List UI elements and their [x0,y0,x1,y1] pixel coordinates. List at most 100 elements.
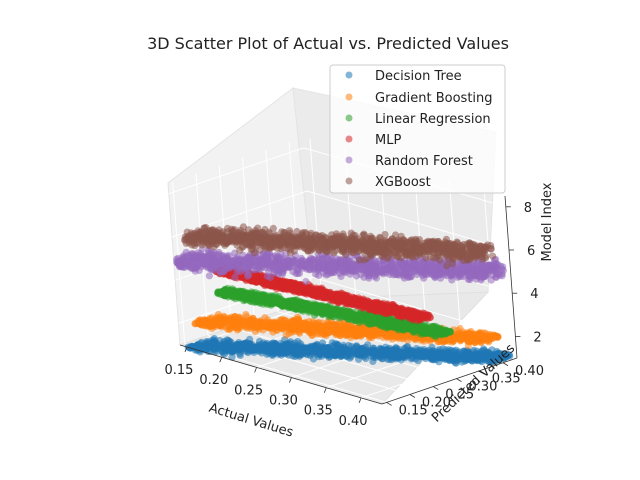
data-point [492,355,500,363]
data-point [302,320,310,328]
data-point [231,312,239,321]
data-point [477,331,485,339]
data-point [316,324,325,333]
data-point [239,287,247,295]
data-point [387,353,395,362]
data-point [498,353,507,361]
data-point [370,303,378,311]
data-points [173,223,514,367]
data-point [372,349,380,357]
data-point [310,305,318,313]
data-point [397,356,405,364]
data-point [247,288,256,296]
grid-line [306,190,510,251]
data-point [400,350,409,358]
data-point [391,306,399,314]
data-point [393,350,401,359]
data-point [463,329,471,337]
data-point [258,341,266,349]
data-point [359,295,367,303]
data-point [388,346,396,354]
data-point [225,337,233,345]
data-point [364,341,372,349]
data-point [236,344,244,353]
data-point [420,346,428,354]
data-point [444,355,452,363]
data-point [318,352,326,360]
grid-line [171,190,308,238]
data-point [202,316,210,325]
data-point [327,307,335,315]
data-point [339,341,347,349]
data-point [273,320,281,328]
grid-line [168,147,304,195]
data-point [255,346,263,355]
data-point [345,349,353,357]
data-point [278,345,286,353]
data-point [216,319,224,327]
data-point [319,291,327,299]
data-point [350,310,358,318]
data-point [225,291,233,299]
data-point [334,349,343,357]
data-point [419,309,427,317]
data-point [218,289,226,297]
data-point [465,351,473,359]
data-point [412,351,420,359]
data-point [253,292,262,300]
data-point [472,355,480,363]
grid-line [313,276,516,337]
data-point [245,343,254,351]
data-point [414,326,422,334]
data-point [370,318,378,326]
data-point [426,313,434,322]
data-point [315,271,323,280]
data-point [439,338,447,346]
data-point [404,342,412,351]
data-point [422,355,430,363]
data-point [490,331,498,340]
data-point [272,342,280,350]
data-point [291,352,299,360]
data-point [302,305,310,313]
data-point [351,326,359,334]
data-point [235,321,243,329]
data-point [358,301,366,309]
data-point [482,351,490,359]
data-point [243,324,251,332]
data-point [294,317,303,325]
data-point [230,346,238,355]
data-point [475,349,484,357]
data-point [480,345,488,353]
grid-lines [168,138,516,403]
data-point [228,353,236,361]
series-decision-tree [184,335,514,367]
data-point [483,333,491,341]
data-point [365,347,373,355]
data-point [439,351,447,359]
data-point [276,283,285,291]
data-point [382,343,390,351]
data-point [487,358,495,366]
data-point [205,272,213,280]
data-point [291,281,299,289]
data-point [264,299,272,307]
data-point [335,328,343,336]
data-point [279,302,288,310]
data-point [261,321,269,330]
data-point [199,344,207,352]
data-point [354,351,362,359]
data-point [363,315,371,324]
data-point [412,345,421,353]
data-point [382,319,390,327]
data-point [456,332,464,340]
data-point [296,346,304,354]
data-point [400,309,408,317]
data-point [388,319,396,328]
data-point [324,326,333,334]
data-point [305,288,313,296]
data-point [210,345,218,354]
data-point [429,347,437,355]
data-point [455,355,464,363]
